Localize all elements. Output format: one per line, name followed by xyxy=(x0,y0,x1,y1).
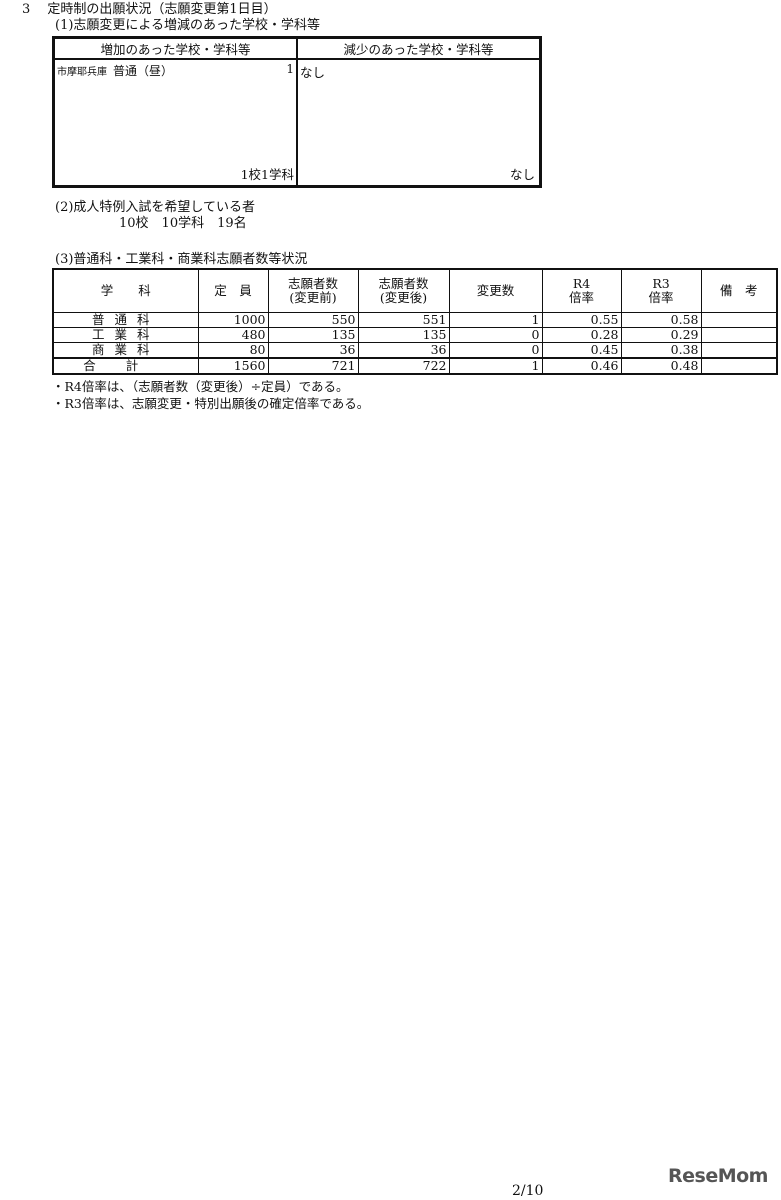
cell-after: 551 xyxy=(357,312,450,328)
part3-title: (3)普通科・工業科・商業科志願者数等状況 xyxy=(55,252,308,267)
cell-r3: 0.58 xyxy=(620,312,702,328)
cell-remarks xyxy=(700,312,778,328)
table-header-row: 学 科 定 員 志願者数 (変更前) 志願者数 (変更後) 変更数 R4 倍率 … xyxy=(52,268,778,313)
part1-title: (1)志願変更による増減のあった学校・学科等 xyxy=(55,18,321,33)
cell-change: 0 xyxy=(448,327,543,343)
cell-remarks xyxy=(700,342,778,359)
cell-capacity: 1000 xyxy=(197,312,269,328)
part2-title: (2)成人特例入試を希望している者 xyxy=(55,200,256,215)
cell-before: 135 xyxy=(267,327,359,343)
note-r4: ・R4倍率は、（志願者数（変更後）÷定員）である。 xyxy=(52,379,349,394)
change-table: 増加のあった学校・学科等 減少のあった学校・学科等 市摩耶兵庫 普通（昼） 1 … xyxy=(52,36,542,188)
header-before: 志願者数 (変更前) xyxy=(267,268,359,313)
cell-r3: 0.48 xyxy=(620,357,702,375)
decrease-summary: なし xyxy=(509,167,535,182)
part2-summary: 10校 10学科 19名 xyxy=(119,216,247,231)
header-r3: R3 倍率 xyxy=(620,268,702,313)
cell-after: 722 xyxy=(357,357,450,375)
cell-after: 36 xyxy=(357,342,450,359)
cell-before: 550 xyxy=(267,312,359,328)
increase-cell: 市摩耶兵庫 普通（昼） 1 1校1学科 xyxy=(52,58,298,188)
cell-before: 721 xyxy=(267,357,359,375)
increase-count: 1 xyxy=(286,62,294,76)
table-row: 工業科 480 135 135 0 0.28 0.29 xyxy=(52,327,778,343)
cell-after: 135 xyxy=(357,327,450,343)
cell-r3: 0.38 xyxy=(620,342,702,359)
cell-r4: 0.45 xyxy=(541,342,622,359)
decrease-cell: なし なし xyxy=(296,58,542,188)
cell-capacity: 480 xyxy=(197,327,269,343)
cell-r4: 0.55 xyxy=(541,312,622,328)
header-remarks: 備 考 xyxy=(700,268,778,313)
cell-remarks xyxy=(700,327,778,343)
section-title: 3 定時制の出願状況（志願変更第1日目） xyxy=(22,2,277,17)
resemom-logo: ReseMom xyxy=(668,1165,768,1187)
cell-capacity: 80 xyxy=(197,342,269,359)
cell-change: 1 xyxy=(448,312,543,328)
cell-course: 工業科 xyxy=(52,327,199,343)
cell-change: 1 xyxy=(448,357,543,375)
cell-course: 普通科 xyxy=(52,312,199,328)
table-row: 普通科 1000 550 551 1 0.55 0.58 xyxy=(52,312,778,328)
cell-change: 0 xyxy=(448,342,543,359)
header-capacity: 定 員 xyxy=(197,268,269,313)
cell-r4: 0.28 xyxy=(541,327,622,343)
header-r4: R4 倍率 xyxy=(541,268,622,313)
cell-remarks xyxy=(700,357,778,375)
header-course: 学 科 xyxy=(52,268,199,313)
increase-course: 普通（昼） xyxy=(113,64,174,78)
cell-r3: 0.29 xyxy=(620,327,702,343)
page-number: 2/10 xyxy=(512,1183,544,1199)
increase-header: 増加のあった学校・学科等 xyxy=(52,36,298,60)
decrease-entry: なし xyxy=(300,65,326,80)
table-row: 商業科 80 36 36 0 0.45 0.38 xyxy=(52,342,778,359)
cell-course: 合計 xyxy=(52,357,199,375)
header-change: 変更数 xyxy=(448,268,543,313)
note-r3: ・R3倍率は、志願変更・特別出願後の確定倍率である。 xyxy=(52,396,370,411)
increase-school: 市摩耶兵庫 xyxy=(57,67,107,78)
cell-capacity: 1560 xyxy=(197,357,269,375)
table-total-row: 合計 1560 721 722 1 0.46 0.48 xyxy=(52,357,778,375)
decrease-header: 減少のあった学校・学科等 xyxy=(296,36,542,60)
cell-before: 36 xyxy=(267,342,359,359)
applicant-table: 学 科 定 員 志願者数 (変更前) 志願者数 (変更後) 変更数 R4 倍率 … xyxy=(52,268,778,375)
cell-r4: 0.46 xyxy=(541,357,622,375)
cell-course: 商業科 xyxy=(52,342,199,359)
increase-summary: 1校1学科 xyxy=(240,167,294,182)
header-after: 志願者数 (変更後) xyxy=(357,268,450,313)
